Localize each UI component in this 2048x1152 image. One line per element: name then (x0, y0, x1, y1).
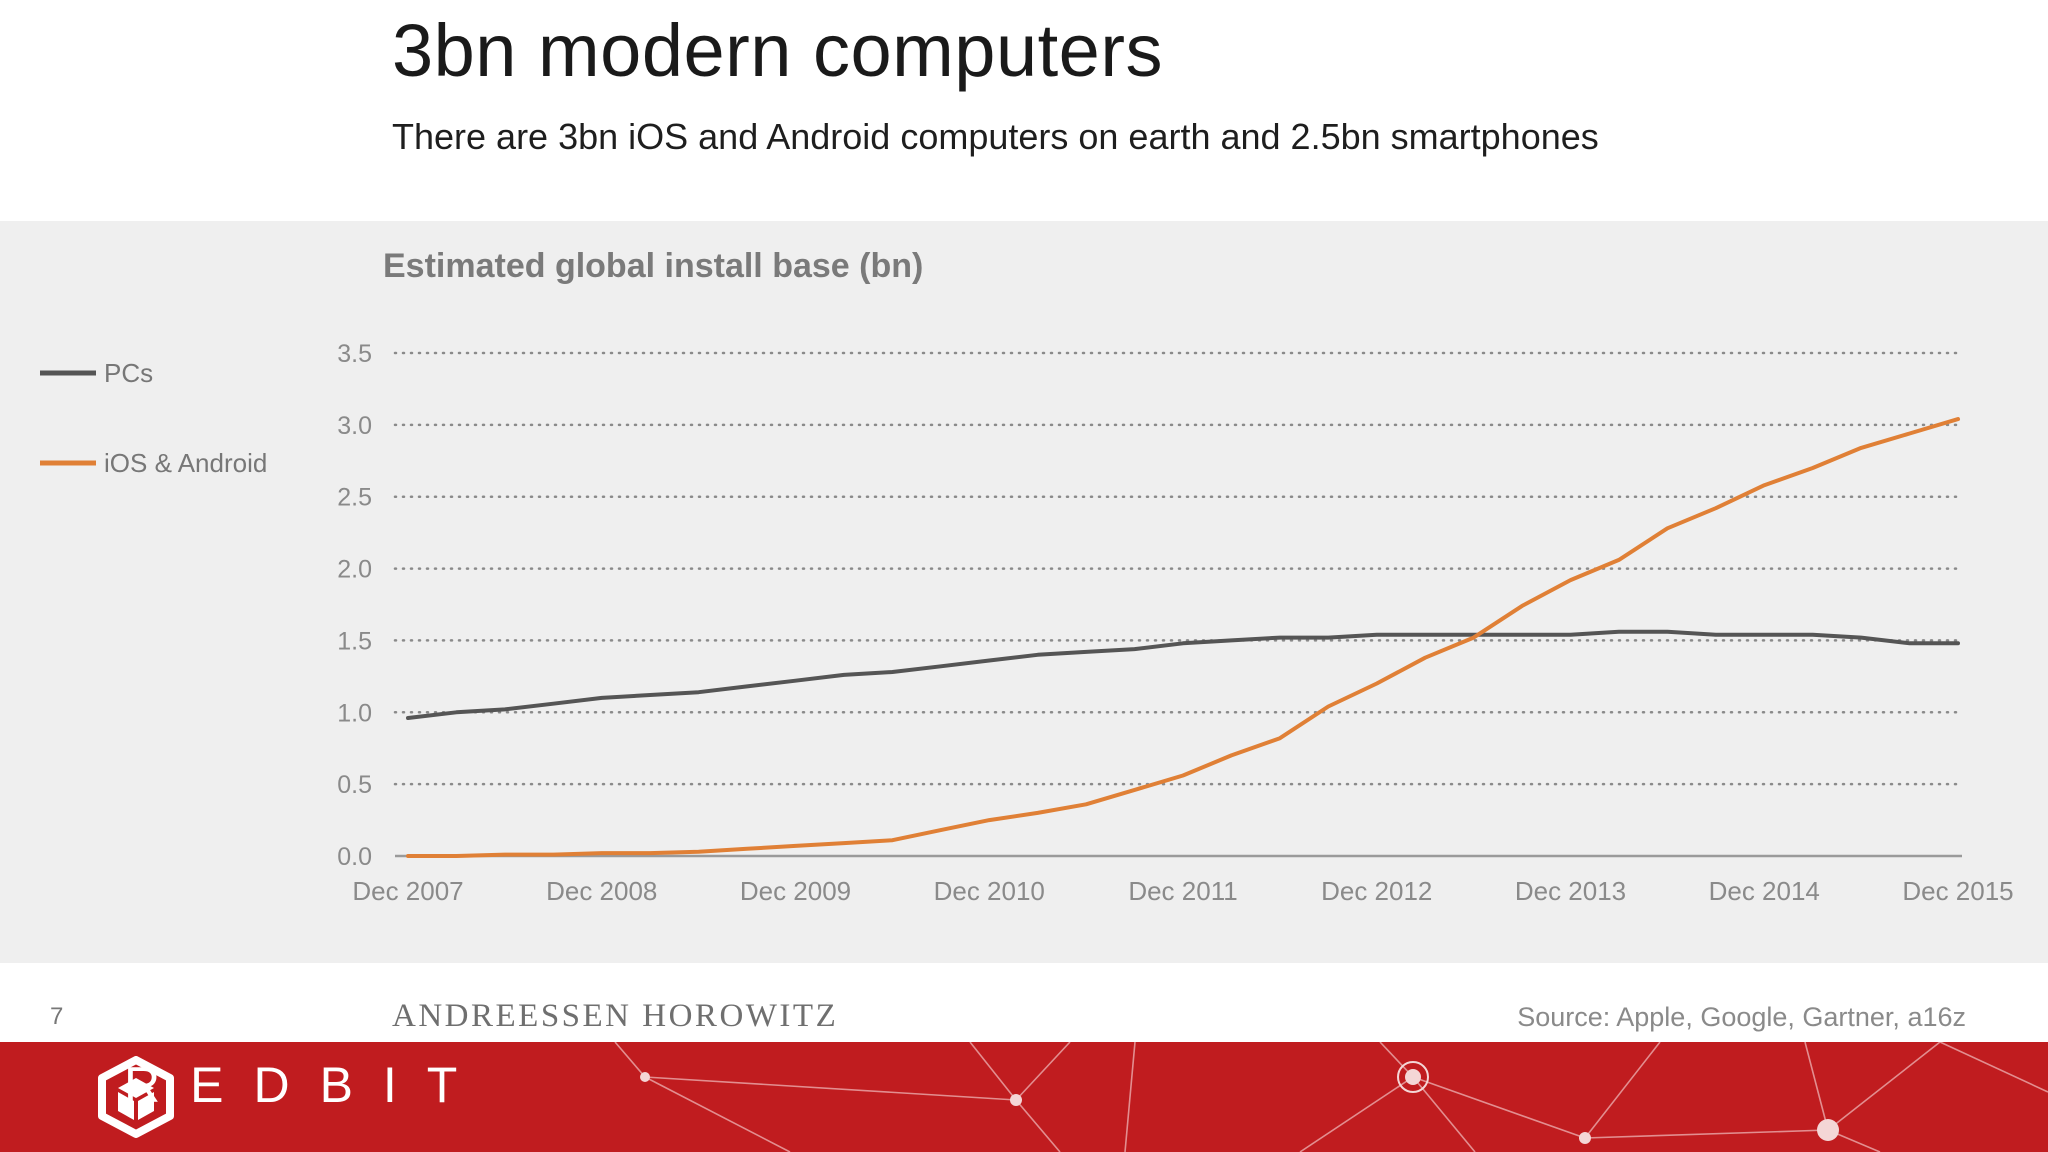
chart-title: Estimated global install base (bn) (383, 247, 923, 285)
x-tick-label: Dec 2011 (1128, 876, 1237, 906)
slide-subtitle: There are 3bn iOS and Android computers … (392, 116, 1599, 157)
legend-label: PCs (104, 358, 153, 388)
y-tick-label: 2.0 (337, 556, 372, 584)
cube-logo-icon (98, 1056, 174, 1138)
series-line-ios-android (406, 417, 1960, 858)
x-tick-label: Dec 2010 (934, 876, 1045, 906)
brand-name: ANDREESSEN HOROWITZ (392, 998, 839, 1034)
slide-title: 3bn modern computers (392, 9, 1163, 92)
page-number: 7 (50, 1003, 64, 1030)
y-tick-label: 0.5 (337, 771, 372, 799)
install-base-chart: Estimated global install base (bn) 0.0 0.5… (40, 247, 2014, 906)
x-tick-label: Dec 2014 (1709, 876, 1820, 906)
network-pattern (614, 1042, 2048, 1152)
x-tick-label: Dec 2015 (1902, 876, 2013, 906)
legend-label: iOS & Android (104, 448, 267, 478)
y-tick-label: 0.0 (337, 843, 372, 871)
chart-panel: Estimated global install base (bn) 0.0 0.5… (0, 221, 2048, 963)
y-tick-label: 1.0 (337, 699, 372, 727)
y-tick-label: 2.5 (337, 484, 372, 512)
x-tick-label: Dec 2007 (352, 876, 463, 906)
y-tick-label: 1.5 (337, 627, 372, 655)
x-tick-label: Dec 2012 (1321, 876, 1432, 906)
y-tick-label: 3.5 (337, 340, 372, 368)
source-note: Source: Apple, Google, Gartner, a16z (1517, 1002, 1966, 1032)
series-line-pcs (406, 629, 1960, 720)
redbit-logo: REDBIT (98, 1056, 488, 1138)
footer-band: REDBIT (0, 1042, 2048, 1152)
logo-text: REDBIT (124, 1057, 488, 1113)
x-tick-label: Dec 2009 (740, 876, 851, 906)
x-tick-label: Dec 2013 (1515, 876, 1626, 906)
y-tick-label: 3.0 (337, 412, 372, 440)
x-tick-label: Dec 2008 (546, 876, 657, 906)
